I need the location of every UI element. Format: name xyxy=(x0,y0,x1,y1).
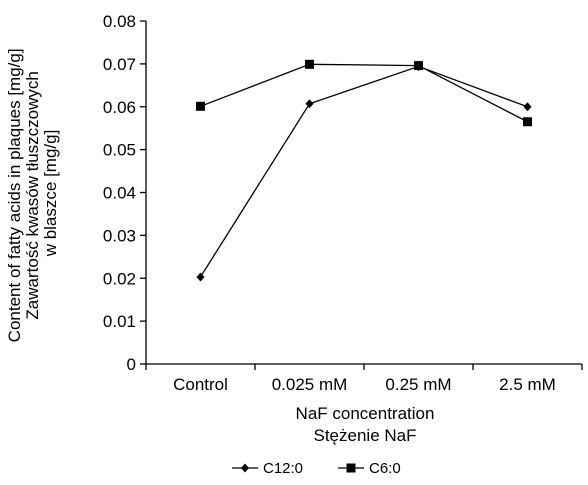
diamond-marker xyxy=(523,102,532,112)
square-marker xyxy=(523,117,532,127)
x-ticks: Control 0.025 mM 0.25 mM 2.5 mM xyxy=(145,364,583,394)
legend-item: C12:0 xyxy=(232,460,303,477)
x-tick-label: 0.025 mM xyxy=(272,375,348,394)
diamond-marker xyxy=(241,463,249,473)
y-axis-title: Content of fatty acids in plaques [mg/g]… xyxy=(5,44,60,343)
legend-item: C6:0 xyxy=(338,460,401,477)
series-line xyxy=(199,65,528,278)
y-tick-label: 0.03 xyxy=(103,226,136,245)
y-axis-title-line-3: w blaszce [mg/g] xyxy=(41,130,60,258)
x-tick-label: 0.25 mM xyxy=(385,375,451,394)
y-tick-label: 0 xyxy=(127,355,136,374)
y-tick-label: 0.07 xyxy=(103,55,136,74)
y-axis-title-line-1: Content of fatty acids in plaques [mg/g] xyxy=(5,48,24,342)
square-marker xyxy=(414,61,423,71)
x-tick-label: 2.5 mM xyxy=(499,375,556,394)
axes xyxy=(145,21,582,365)
x-axis-title-line-2: Stężenie NaF xyxy=(314,426,417,445)
series-C12:0 xyxy=(196,61,532,282)
series-line xyxy=(200,63,528,123)
y-ticks: 0 0.01 0.02 0.03 0.04 0.05 0.06 0.07 0.08 xyxy=(103,12,146,374)
legend-label: C6:0 xyxy=(369,460,401,477)
legend-label: C12:0 xyxy=(263,460,303,477)
y-tick-label: 0.08 xyxy=(103,12,136,31)
y-tick-label: 0.02 xyxy=(103,269,136,288)
x-axis-title-line-1: NaF concentration xyxy=(296,404,435,423)
y-tick-label: 0.01 xyxy=(103,312,136,331)
legend: C12:0 C6:0 xyxy=(232,460,401,477)
y-axis-title-line-2: Zawartość kwasów tłuszczowych xyxy=(23,71,42,319)
square-marker xyxy=(305,59,314,69)
diamond-marker xyxy=(305,99,314,109)
y-tick-label: 0.05 xyxy=(103,141,136,160)
diamond-marker xyxy=(196,272,205,282)
x-tick-label: Control xyxy=(173,375,228,394)
series-C6:0 xyxy=(196,59,532,127)
square-marker xyxy=(346,463,356,473)
y-tick-label: 0.04 xyxy=(103,184,136,203)
series-layer xyxy=(196,59,532,282)
y-tick-label: 0.06 xyxy=(103,98,136,117)
square-marker xyxy=(196,101,205,111)
